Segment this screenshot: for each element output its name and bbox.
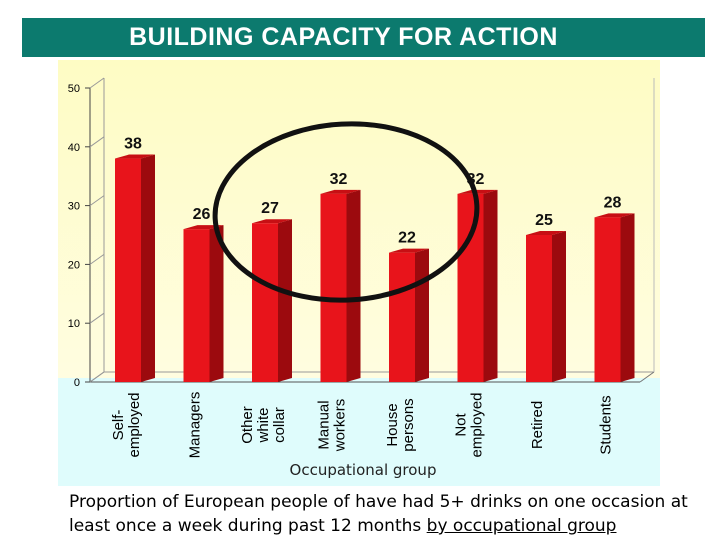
bar-top <box>594 213 635 218</box>
bar <box>115 154 155 382</box>
bar <box>389 248 429 382</box>
highlight-ring <box>212 121 480 303</box>
category-label-line: Managers <box>187 392 204 459</box>
bar <box>252 219 292 382</box>
y-tick-label: 10 <box>68 318 80 330</box>
category-label-line: Self- <box>110 410 127 441</box>
bar <box>320 189 361 382</box>
category-label: Housepersons <box>384 398 417 451</box>
bar-side <box>209 225 224 382</box>
category-label-line: Manual <box>316 400 333 449</box>
title-banner: BUILDING CAPACITY FOR ACTION <box>22 18 705 57</box>
category-label-line: workers <box>332 399 349 453</box>
category-label-line: House <box>384 403 401 446</box>
category-label: Retired <box>529 401 546 449</box>
category-label-line: persons <box>400 398 417 451</box>
chart-area: 0 10 20 30 40 50 38 26 27 32 22 32 25 28 Self-employ… <box>28 60 660 486</box>
bar-side <box>141 154 155 382</box>
y-tick-label: 0 <box>74 377 80 389</box>
bar-data-label: 26 <box>193 206 211 223</box>
category-label: Manualworkers <box>316 399 349 453</box>
bar-side <box>415 248 429 382</box>
bar-data-label: 27 <box>261 200 279 217</box>
category-label: Managers <box>187 392 204 459</box>
caption-line-1: Proportion of European people of have ha… <box>69 492 688 512</box>
bar-data-label: 25 <box>535 212 553 229</box>
bar-top <box>526 231 566 235</box>
bar-top <box>320 189 361 194</box>
bar-front <box>389 252 415 382</box>
category-label-line: white <box>255 407 272 443</box>
category-label-line: Retired <box>529 401 546 449</box>
bar-front <box>252 223 278 382</box>
category-label-line: collar <box>271 407 288 443</box>
bar-side <box>278 219 292 382</box>
bar-side <box>483 189 498 382</box>
caption-line-2-text: least once a week during past 12 months <box>69 516 427 536</box>
bar-data-label: 38 <box>124 136 142 153</box>
category-label: Notemployed <box>453 392 486 457</box>
category-label-line: employed <box>469 392 486 457</box>
bar-side <box>552 231 566 382</box>
category-label-line: Students <box>598 395 615 454</box>
chart-caption: Proportion of European people of have ha… <box>69 490 699 538</box>
bar-top <box>252 219 292 224</box>
bar-data-label: 32 <box>330 171 348 188</box>
bar-front <box>115 158 141 382</box>
bar <box>526 231 566 382</box>
x-axis-label: Occupational group <box>290 461 437 479</box>
bar-data-label: 28 <box>604 194 622 211</box>
y-tick-label: 30 <box>68 201 80 213</box>
category-label: Self-employed <box>110 392 143 457</box>
y-tick-label: 50 <box>68 83 80 95</box>
category-label: Students <box>598 395 615 454</box>
category-label: Otherwhitecollar <box>239 406 288 444</box>
bar-top <box>115 154 155 159</box>
page-title: BUILDING CAPACITY FOR ACTION <box>129 23 558 51</box>
bar <box>183 225 224 382</box>
bar-front <box>320 193 347 382</box>
bar-front <box>526 235 552 382</box>
y-tick-label: 40 <box>68 142 80 154</box>
category-label-line: Not <box>453 412 470 436</box>
caption-underlined-text: by occupational group <box>426 516 617 536</box>
caption-line-2: least once a week during past 12 months … <box>69 514 699 538</box>
bar-side <box>620 213 635 382</box>
y-tick-label: 20 <box>68 259 80 271</box>
bar-side <box>346 189 361 382</box>
bar-top <box>389 248 429 253</box>
bar-front <box>457 193 484 382</box>
bar-front <box>594 217 621 382</box>
category-label-line: employed <box>126 392 143 457</box>
bar-data-label: 22 <box>398 230 416 247</box>
bar <box>457 189 498 382</box>
bar-front <box>183 229 210 382</box>
bar-top <box>457 189 498 194</box>
bar <box>594 213 635 382</box>
category-label-line: Other <box>239 406 256 444</box>
